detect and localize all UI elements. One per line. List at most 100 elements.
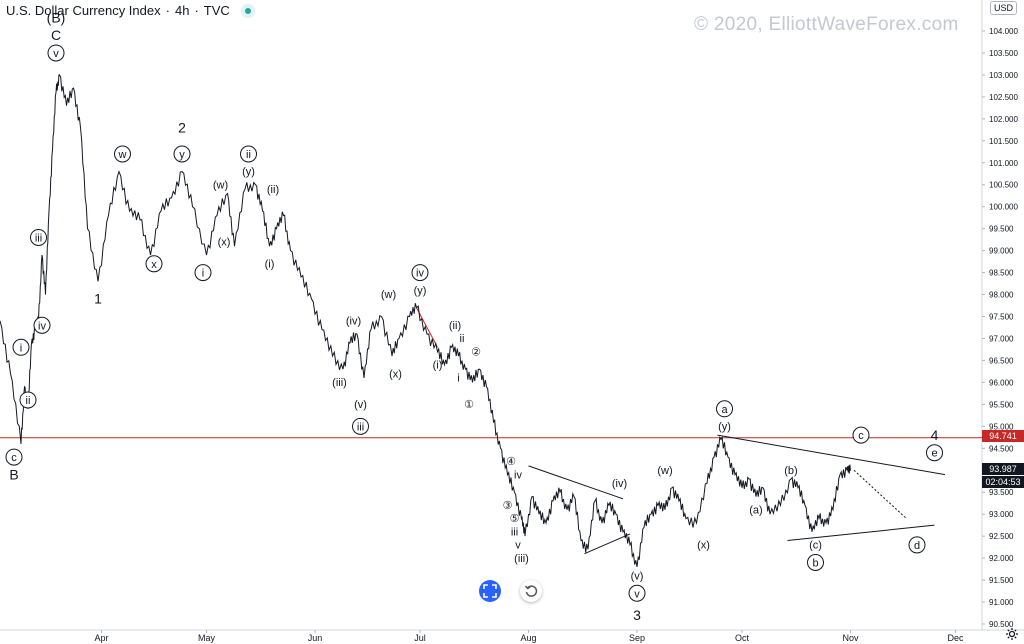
wave-label: i (20, 342, 22, 354)
wave-label: (w) (657, 465, 672, 477)
wave-label: iii (35, 232, 42, 244)
y-tick-label: 100.500 (989, 181, 1018, 190)
wave-label: (iii) (514, 553, 529, 565)
wave-label: (y) (414, 285, 427, 297)
wave-label: iii (357, 421, 364, 433)
wave-label: i (202, 268, 204, 280)
wave-label-circle (19, 391, 37, 409)
wave-label: y (179, 149, 185, 161)
triangle-lower (584, 533, 631, 555)
wave-label: (y) (242, 166, 255, 178)
x-tick-label: Jul (414, 633, 426, 643)
wave-label: C (51, 27, 61, 43)
wave-label: w (118, 149, 127, 161)
wave-label: (ii) (449, 320, 461, 332)
y-tick-label: 103.500 (989, 49, 1018, 58)
y-tick-label: 103.000 (989, 71, 1018, 80)
x-tick-label: Nov (842, 633, 859, 643)
y-tick-label: 97.000 (989, 334, 1014, 343)
y-tick-label: 96.000 (989, 378, 1014, 387)
wave-label: (ii) (267, 184, 279, 196)
wave-label-circle (807, 554, 824, 572)
x-tick-label: Dec (947, 633, 964, 643)
y-tick-label: 98.000 (989, 291, 1014, 300)
wave-label-circle (30, 228, 47, 246)
wave-label: (B) (47, 9, 66, 25)
wave-label-circle (628, 584, 646, 602)
y-tick-label: 91.000 (989, 598, 1014, 607)
reset-chart-button[interactable] (520, 580, 542, 602)
red-channel (416, 307, 438, 348)
goto-realtime-button[interactable] (479, 580, 501, 602)
wave-label: (x) (389, 368, 402, 380)
wave-label-circle (145, 255, 163, 273)
y-tick-label: 91.500 (989, 576, 1014, 585)
wave-label: ④ (506, 456, 516, 468)
wave-label: ② (471, 346, 481, 358)
wave-label: ⑤ (510, 513, 520, 525)
wave-label: v (515, 540, 521, 552)
y-tick-label: 101.000 (989, 159, 1018, 168)
x-tick-label: Jun (308, 633, 323, 643)
interval-label[interactable]: 4h (174, 3, 190, 18)
wave-label: (y) (718, 421, 731, 433)
wave-label: (a) (749, 504, 762, 516)
separator: · (165, 3, 170, 18)
wave-label-circle (173, 145, 191, 163)
wave-label: 1 (94, 291, 102, 307)
wave-label-circle (852, 426, 870, 444)
y-tick-label: 102.000 (989, 115, 1018, 124)
wave-label: ii (246, 149, 251, 161)
wave-label: iv (416, 268, 424, 280)
y-tick-label: 99.000 (989, 247, 1014, 256)
wave-label: v (53, 48, 59, 60)
wave-label: i (457, 373, 459, 385)
wave-label: ① (464, 399, 474, 411)
gear-icon (1006, 628, 1018, 640)
y-tick-label: 93.000 (989, 510, 1014, 519)
y-tick-label: 93.500 (989, 488, 1014, 497)
wave-label: (i) (265, 258, 275, 270)
x-tick-label: Oct (735, 633, 750, 643)
chart-settings-button[interactable] (1005, 627, 1019, 644)
wave-label-circle (240, 145, 257, 163)
wave-label: (iv) (612, 478, 627, 490)
symbol-name[interactable]: U.S. Dollar Currency Index (6, 3, 161, 18)
wave-label-circle (47, 44, 65, 62)
wave-label-circle (33, 316, 51, 334)
wave-label: (iv) (346, 316, 361, 328)
y-tick-label: 92.000 (989, 554, 1014, 563)
wave-label-circle (5, 448, 23, 466)
y-tick-label: 100.000 (989, 203, 1018, 212)
wave-label: c (858, 430, 864, 442)
wave-label-circle (908, 536, 926, 554)
wave-label: (w) (381, 289, 396, 301)
y-tick-label: 90.500 (989, 620, 1014, 629)
wave-label: x (151, 259, 157, 271)
wave-label: (v) (631, 570, 644, 582)
y-tick-label: 98.500 (989, 269, 1014, 278)
wave-label: iii (511, 526, 518, 538)
chart-header: U.S. Dollar Currency Index · 4h · TVC (6, 3, 255, 18)
currency-badge[interactable]: USD (990, 1, 1018, 15)
wave-label: B (9, 466, 18, 482)
triangle-upper (528, 465, 624, 500)
wave-label-circle (352, 417, 369, 435)
wave-label: (i) (433, 360, 443, 372)
wave-label: (x) (697, 540, 710, 552)
wave-label: ii (460, 333, 465, 345)
wave-label: (c) (809, 540, 822, 552)
wave-label: ii (26, 395, 31, 407)
y-tick-label: 97.500 (989, 313, 1014, 322)
lower-trendline (787, 524, 935, 542)
wave-label: c (11, 452, 17, 464)
reset-arrow-icon (524, 585, 538, 597)
y-tick-label: 92.500 (989, 532, 1014, 541)
expand-arrows-icon (483, 584, 497, 598)
wave-label-circle (411, 264, 429, 282)
wave-label: v (634, 588, 640, 600)
wave-label: (v) (354, 399, 367, 411)
wave-label-circle (716, 400, 733, 418)
